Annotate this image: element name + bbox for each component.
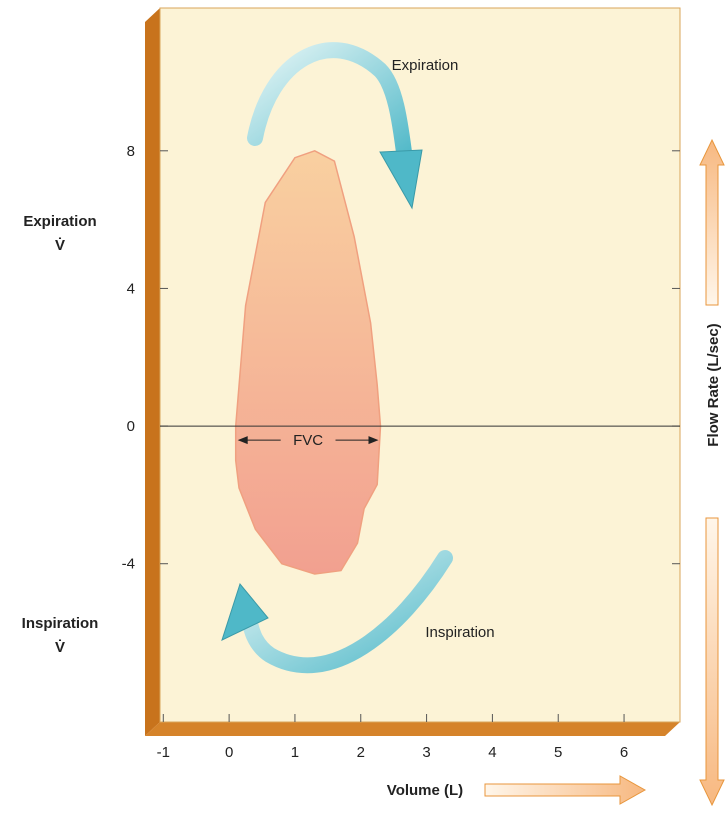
x-tick-label: 1	[291, 744, 299, 761]
x-tick-label: 6	[620, 744, 628, 761]
annotation: Inspiration	[425, 624, 494, 641]
x-tick-label: -1	[157, 744, 170, 761]
x-tick-label: 4	[488, 744, 496, 761]
x-tick-label: 3	[422, 744, 430, 761]
panel-bottom	[145, 722, 680, 736]
y-tick-label: 4	[127, 280, 135, 297]
up-arrow	[700, 140, 724, 305]
x-axis-label: Volume (L)	[387, 782, 463, 799]
chart: -4 0 4 8 -1 0 1 2 3 4 5 6 FVC Expiration Inspiration…	[0, 0, 725, 808]
down-arrow	[700, 518, 724, 805]
right-arrow	[485, 776, 645, 804]
y-label-lower: Inspiration	[22, 615, 99, 632]
y-tick-label: -4	[122, 556, 135, 573]
x-tick-label: 2	[357, 744, 365, 761]
annotation: FVC	[293, 432, 323, 449]
panel-side	[145, 8, 160, 736]
y-label-upper: V̇	[55, 237, 65, 254]
y-tick-label: 8	[127, 143, 135, 160]
y-label-lower: V̇	[55, 639, 65, 656]
y-label-upper: Expiration	[23, 213, 96, 230]
annotation: Expiration	[392, 57, 459, 74]
y-tick-label: 0	[127, 418, 135, 435]
y-axis-label: Flow Rate (L/sec)	[705, 323, 722, 446]
x-tick-label: 0	[225, 744, 233, 761]
x-tick-label: 5	[554, 744, 562, 761]
